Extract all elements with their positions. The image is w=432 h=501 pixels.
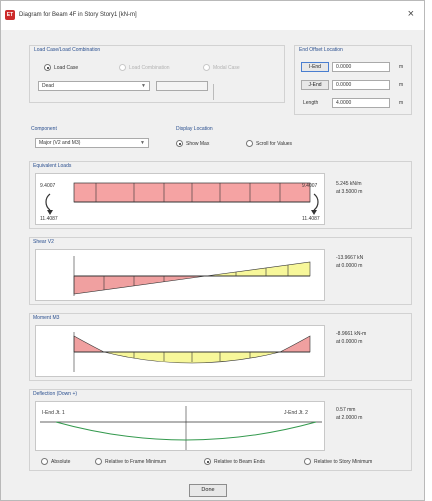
load-case-group xyxy=(29,45,285,103)
deflection-diagram xyxy=(40,406,322,450)
shear-plot xyxy=(35,249,325,301)
i-end-unit: m xyxy=(399,64,404,70)
j-end-joint-label: J-End Jt. 2 xyxy=(284,410,308,416)
moment-diagram xyxy=(73,332,311,372)
moment-value: -8.9661 kN-m xyxy=(336,331,367,337)
radio-relative-beam-ends[interactable]: Relative to Beam Ends xyxy=(204,458,265,465)
equivalent-loads-location: at 3.5000 m xyxy=(336,189,363,195)
j-end-unit: m xyxy=(399,82,404,88)
left-moment-top: 9.4007 xyxy=(40,183,56,189)
app-icon: ET xyxy=(5,10,15,20)
deflection-value: 0.57 mm xyxy=(336,407,356,413)
i-end-field[interactable]: 0.0000 xyxy=(332,62,390,72)
length-field[interactable]: 4.0000 xyxy=(332,98,390,108)
radio-dot-icon xyxy=(119,64,126,71)
chevron-down-icon: ▼ xyxy=(140,140,145,146)
display-location-label: Display Location xyxy=(176,126,213,132)
moment-label: Moment M3 xyxy=(33,315,60,321)
radio-dot-icon xyxy=(204,458,211,465)
shear-diagram xyxy=(73,256,311,296)
radio-dot-icon xyxy=(41,458,48,465)
radio-relative-frame-minimum[interactable]: Relative to Frame Minimum xyxy=(95,458,166,465)
load-case-group-label: Load Case/Load Combination xyxy=(34,47,101,53)
load-case-secondary-select[interactable] xyxy=(156,81,208,91)
deflection-plot: I-End Jt. 1 J-End Jt. 2 xyxy=(35,401,325,451)
done-button[interactable]: Done xyxy=(189,484,227,497)
radio-dot-icon xyxy=(44,64,51,71)
radio-modal-case[interactable]: Modal Case xyxy=(203,64,240,71)
j-end-button[interactable]: J-End xyxy=(301,80,329,90)
radio-load-case[interactable]: Load Case xyxy=(44,64,78,71)
radio-dot-icon xyxy=(203,64,210,71)
radio-dot-icon xyxy=(246,140,253,147)
right-moment-top: 9.4007 xyxy=(302,183,318,189)
end-offset-group-label: End Offset Location xyxy=(299,47,343,53)
component-label: Component xyxy=(31,126,57,132)
i-end-joint-label: I-End Jt. 1 xyxy=(42,410,65,416)
radio-load-combination[interactable]: Load Combination xyxy=(119,64,170,71)
shear-label: Shear V2 xyxy=(33,239,54,245)
left-moment-bottom: 11.4087 xyxy=(40,216,58,222)
chevron-down-icon: ▼ xyxy=(141,83,146,89)
title-bar: ET Diagram for Beam 4F in Story Story1 [… xyxy=(1,1,424,30)
length-label: Length xyxy=(303,100,319,106)
equivalent-loads-label: Equivalent Loads xyxy=(33,163,72,169)
deflection-location: at 2.0000 m xyxy=(336,415,363,421)
close-icon[interactable]: × xyxy=(407,8,414,20)
equivalent-loads-plot: 9.4007 11.4087 9.4007 11.4087 xyxy=(35,173,325,225)
shear-value: -13.9667 kN xyxy=(336,255,364,261)
radio-dot-icon xyxy=(304,458,311,465)
load-case-select[interactable]: Dead ▼ xyxy=(38,81,150,91)
radio-absolute[interactable]: Absolute xyxy=(41,458,70,465)
moment-plot xyxy=(35,325,325,377)
equivalent-loads-value: 5.245 kN/m xyxy=(336,181,362,187)
radio-relative-story-minimum[interactable]: Relative to Story Minimum xyxy=(304,458,372,465)
radio-show-max[interactable]: Show Max xyxy=(176,140,209,147)
i-end-button[interactable]: I-End xyxy=(301,62,329,72)
shear-location: at 0.0000 m xyxy=(336,263,363,269)
divider xyxy=(213,84,214,100)
moment-location: at 0.0000 m xyxy=(336,339,363,345)
radio-dot-icon xyxy=(176,140,183,147)
j-end-field[interactable]: 0.0000 xyxy=(332,80,390,90)
length-unit: m xyxy=(399,100,404,106)
deflection-label: Deflection (Down +) xyxy=(33,391,78,397)
radio-dot-icon xyxy=(95,458,102,465)
component-select[interactable]: Major (V2 and M3) ▼ xyxy=(35,138,149,148)
window-title: Diagram for Beam 4F in Story Story1 [kN-… xyxy=(19,12,137,18)
equivalent-loads-diagram xyxy=(45,182,319,215)
right-moment-bottom: 11.4087 xyxy=(302,216,320,222)
radio-scroll-for-values[interactable]: Scroll for Values xyxy=(246,140,292,147)
